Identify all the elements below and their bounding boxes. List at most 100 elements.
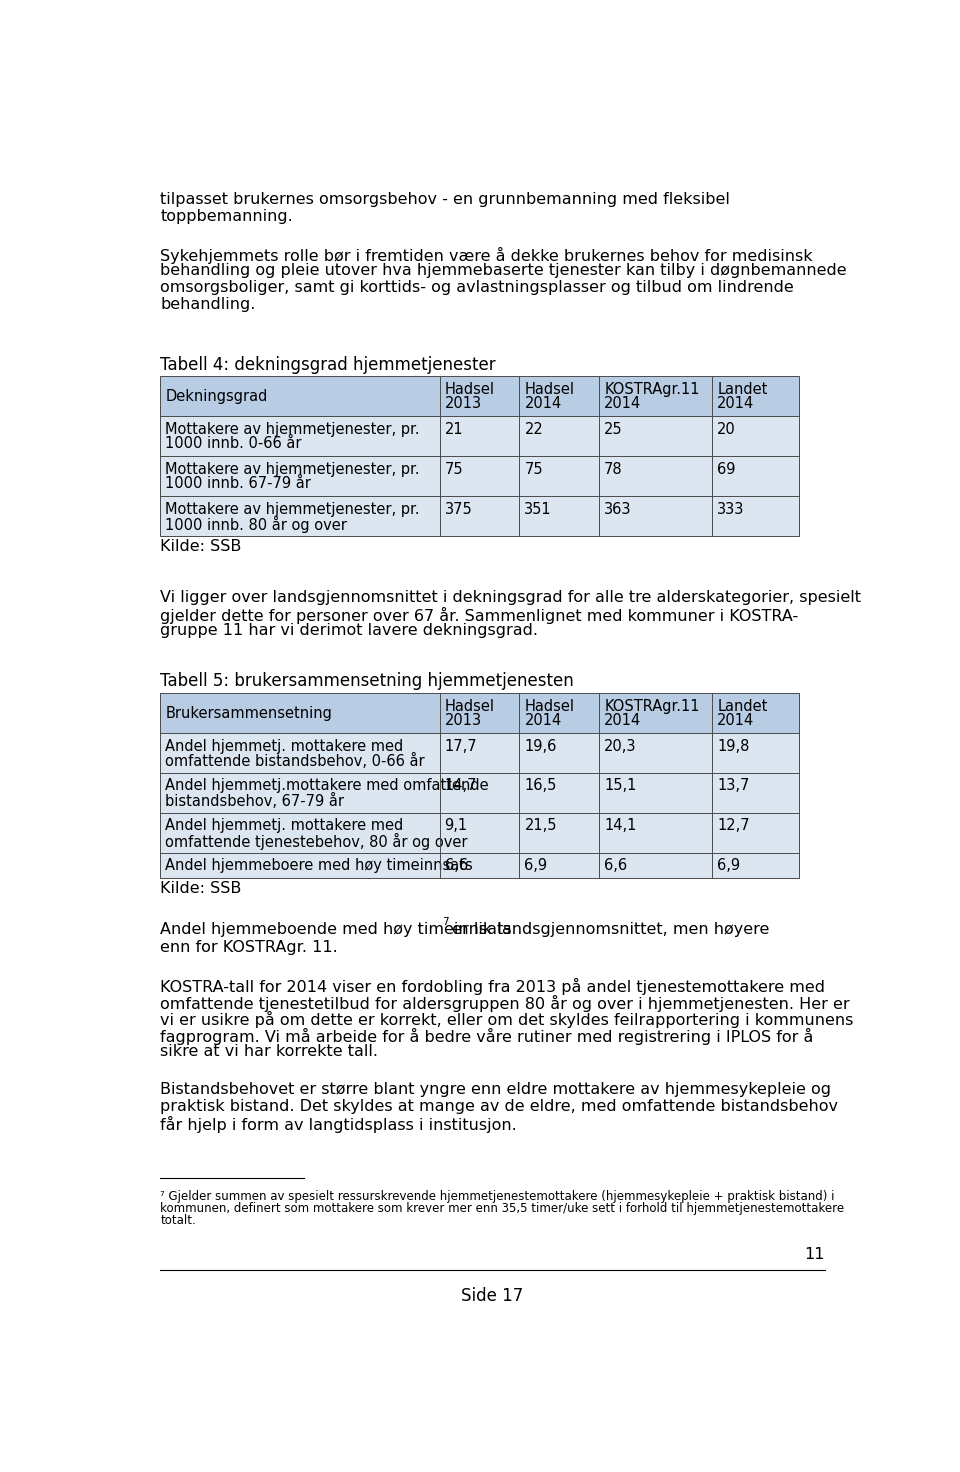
Text: 1000 innb. 0-66 år: 1000 innb. 0-66 år: [165, 436, 301, 452]
Text: enn for KOSTRAgr. 11.: enn for KOSTRAgr. 11.: [160, 939, 338, 955]
Bar: [160, 852, 799, 877]
Text: 17,7: 17,7: [444, 739, 477, 754]
Text: ⁷ Gjelder summen av spesielt ressurskrevende hjemmetjenestemottakere (hjemmesyke: ⁷ Gjelder summen av spesielt ressurskrev…: [160, 1189, 835, 1203]
Bar: [160, 693, 799, 877]
Text: 16,5: 16,5: [524, 779, 557, 793]
Text: Andel hjemmetj. mottakere med: Andel hjemmetj. mottakere med: [165, 739, 403, 754]
Text: 2014: 2014: [524, 712, 562, 729]
Text: 19,6: 19,6: [524, 739, 557, 754]
Text: 2014: 2014: [717, 712, 755, 729]
Bar: [160, 813, 799, 852]
Text: bistandsbehov, 67-79 år: bistandsbehov, 67-79 år: [165, 793, 345, 810]
Text: toppbemanning.: toppbemanning.: [160, 209, 293, 224]
Text: 2014: 2014: [604, 712, 641, 729]
Bar: [160, 375, 799, 417]
Bar: [160, 773, 799, 813]
Text: 333: 333: [717, 502, 745, 517]
Text: gjelder dette for personer over 67 år. Sammenlignet med kommuner i KOSTRA-: gjelder dette for personer over 67 år. S…: [160, 606, 799, 624]
Text: Kilde: SSB: Kilde: SSB: [160, 539, 242, 553]
Text: 75: 75: [444, 462, 464, 477]
Text: Mottakere av hjemmetjenester, pr.: Mottakere av hjemmetjenester, pr.: [165, 502, 420, 517]
Text: gruppe 11 har vi derimot lavere dekningsgrad.: gruppe 11 har vi derimot lavere deknings…: [160, 624, 539, 639]
Text: 351: 351: [524, 502, 552, 517]
Text: Andel hjemmetj.mottakere med omfattende: Andel hjemmetj.mottakere med omfattende: [165, 779, 489, 793]
Bar: [160, 456, 799, 496]
Text: Brukersammensetning: Brukersammensetning: [165, 707, 332, 721]
Text: 13,7: 13,7: [717, 779, 750, 793]
Bar: [160, 733, 799, 773]
Text: 2014: 2014: [524, 396, 562, 411]
Text: 14,7: 14,7: [444, 779, 477, 793]
Text: 9,1: 9,1: [444, 818, 468, 833]
Text: er lik landsgjennomsnittet, men høyere: er lik landsgjennomsnittet, men høyere: [447, 923, 770, 938]
Text: 19,8: 19,8: [717, 739, 750, 754]
Text: 1000 innb. 67-79 år: 1000 innb. 67-79 år: [165, 477, 311, 492]
Text: omfattende tjenestebehov, 80 år og over: omfattende tjenestebehov, 80 år og over: [165, 833, 468, 851]
Text: 20,3: 20,3: [604, 739, 636, 754]
Text: sikre at vi har korrekte tall.: sikre at vi har korrekte tall.: [160, 1044, 378, 1060]
Text: 2014: 2014: [604, 396, 641, 411]
Text: Andel hjemmeboende med høy timeinnsats: Andel hjemmeboende med høy timeinnsats: [160, 923, 512, 938]
Text: 6,9: 6,9: [717, 858, 740, 873]
Text: behandling og pleie utover hva hjemmebaserte tjenester kan tilby i døgnbemannede: behandling og pleie utover hva hjemmebas…: [160, 263, 847, 278]
Text: 1000 innb. 80 år og over: 1000 innb. 80 år og over: [165, 517, 348, 533]
Text: Kilde: SSB: Kilde: SSB: [160, 882, 242, 896]
Text: 375: 375: [444, 502, 472, 517]
Text: 25: 25: [604, 421, 623, 437]
Text: 7: 7: [443, 917, 449, 926]
Text: 2013: 2013: [444, 712, 482, 729]
Text: behandling.: behandling.: [160, 297, 255, 312]
Text: 363: 363: [604, 502, 632, 517]
Text: vi er usikre på om dette er korrekt, eller om det skyldes feilrapportering i kom: vi er usikre på om dette er korrekt, ell…: [160, 1011, 853, 1027]
Text: Vi ligger over landsgjennomsnittet i dekningsgrad for alle tre alderskategorier,: Vi ligger over landsgjennomsnittet i dek…: [160, 590, 861, 605]
Text: Hadsel: Hadsel: [444, 699, 494, 714]
Text: 78: 78: [604, 462, 623, 477]
Bar: [160, 693, 799, 733]
Text: KOSTRA-tall for 2014 viser en fordobling fra 2013 på andel tjenestemottakere med: KOSTRA-tall for 2014 viser en fordobling…: [160, 977, 826, 995]
Text: praktisk bistand. Det skyldes at mange av de eldre, med omfattende bistandsbehov: praktisk bistand. Det skyldes at mange a…: [160, 1100, 838, 1114]
Text: 69: 69: [717, 462, 735, 477]
Text: 2013: 2013: [444, 396, 482, 411]
Text: 21,5: 21,5: [524, 818, 557, 833]
Text: kommunen, definert som mottakere som krever mer enn 35,5 timer/uke sett i forhol: kommunen, definert som mottakere som kre…: [160, 1201, 845, 1214]
Text: 11: 11: [804, 1247, 826, 1262]
Text: Mottakere av hjemmetjenester, pr.: Mottakere av hjemmetjenester, pr.: [165, 421, 420, 437]
Text: Mottakere av hjemmetjenester, pr.: Mottakere av hjemmetjenester, pr.: [165, 462, 420, 477]
Text: 15,1: 15,1: [604, 779, 636, 793]
Text: Hadsel: Hadsel: [524, 381, 574, 397]
Text: tilpasset brukernes omsorgsbehov - en grunnbemanning med fleksibel: tilpasset brukernes omsorgsbehov - en gr…: [160, 191, 731, 208]
Text: 20: 20: [717, 421, 736, 437]
Text: 6,9: 6,9: [524, 858, 547, 873]
Text: Dekningsgrad: Dekningsgrad: [165, 389, 268, 403]
Text: 12,7: 12,7: [717, 818, 750, 833]
Text: Hadsel: Hadsel: [524, 699, 574, 714]
Text: Andel hjemmeboere med høy timeinnsats: Andel hjemmeboere med høy timeinnsats: [165, 858, 473, 873]
Bar: [160, 375, 799, 536]
Text: KOSTRAgr.11: KOSTRAgr.11: [604, 699, 700, 714]
Text: 75: 75: [524, 462, 543, 477]
Text: får hjelp i form av langtidsplass i institusjon.: får hjelp i form av langtidsplass i inst…: [160, 1116, 517, 1132]
Text: Landet: Landet: [717, 381, 768, 397]
Text: totalt.: totalt.: [160, 1214, 196, 1226]
Text: Landet: Landet: [717, 699, 768, 714]
Text: KOSTRAgr.11: KOSTRAgr.11: [604, 381, 700, 397]
Text: 6,6: 6,6: [444, 858, 468, 873]
Text: omfattende tjenestetilbud for aldersgruppen 80 år og over i hjemmetjenesten. Her: omfattende tjenestetilbud for aldersgrup…: [160, 995, 850, 1011]
Text: Andel hjemmetj. mottakere med: Andel hjemmetj. mottakere med: [165, 818, 403, 833]
Text: Tabell 5: brukersammensetning hjemmetjenesten: Tabell 5: brukersammensetning hjemmetjen…: [160, 673, 574, 690]
Text: Side 17: Side 17: [461, 1287, 523, 1306]
Text: Bistandsbehovet er større blant yngre enn eldre mottakere av hjemmesykepleie og: Bistandsbehovet er større blant yngre en…: [160, 1082, 831, 1098]
Text: Hadsel: Hadsel: [444, 381, 494, 397]
Text: fagprogram. Vi må arbeide for å bedre våre rutiner med registrering i IPLOS for : fagprogram. Vi må arbeide for å bedre vå…: [160, 1027, 814, 1045]
Text: Sykehjemmets rolle bør i fremtiden være å dekke brukernes behov for medisinsk: Sykehjemmets rolle bør i fremtiden være …: [160, 247, 813, 263]
Text: 6,6: 6,6: [604, 858, 627, 873]
Text: Tabell 4: dekningsgrad hjemmetjenester: Tabell 4: dekningsgrad hjemmetjenester: [160, 356, 496, 374]
Text: 2014: 2014: [717, 396, 755, 411]
Bar: [160, 496, 799, 536]
Text: 14,1: 14,1: [604, 818, 636, 833]
Text: 22: 22: [524, 421, 543, 437]
Text: omsorgsboliger, samt gi korttids- og avlastningsplasser og tilbud om lindrende: omsorgsboliger, samt gi korttids- og avl…: [160, 280, 794, 294]
Text: 21: 21: [444, 421, 464, 437]
Bar: [160, 417, 799, 456]
Text: omfattende bistandsbehov, 0-66 år: omfattende bistandsbehov, 0-66 år: [165, 754, 425, 770]
